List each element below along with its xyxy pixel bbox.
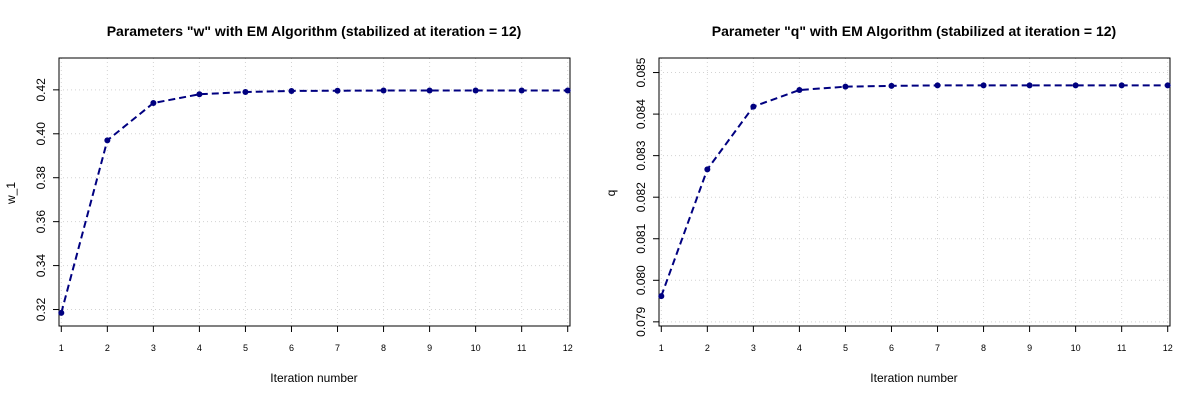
- x-tick-label: 7: [935, 343, 940, 353]
- chart-panel-q: Parameter "q" with EM Algorithm (stabili…: [604, 23, 1173, 385]
- grid: [659, 58, 1170, 326]
- data-point: [1072, 82, 1079, 89]
- data-point: [472, 87, 479, 94]
- y-tick-label: 0.34: [34, 254, 48, 278]
- data-point: [1026, 82, 1033, 89]
- x-tick-label: 12: [563, 343, 573, 353]
- x-tick-label: 9: [427, 343, 432, 353]
- series-line: [660, 84, 1168, 297]
- x-tick-label: 5: [243, 343, 248, 353]
- x-axis-label: Iteration number: [270, 371, 357, 385]
- x-tick-label: 7: [335, 343, 340, 353]
- x-tick-label: 1: [59, 343, 64, 353]
- x-tick-label: 2: [105, 343, 110, 353]
- y-tick-label: 0.083: [634, 140, 648, 170]
- data-point: [196, 91, 203, 98]
- data-point: [888, 82, 895, 89]
- x-tick-label: 4: [797, 343, 802, 353]
- data-point: [564, 87, 571, 94]
- x-tick-label: 3: [151, 343, 156, 353]
- x-tick-label: 4: [197, 343, 202, 353]
- x-tick-label: 10: [471, 343, 481, 353]
- x-tick-label: 8: [981, 343, 986, 353]
- data-point: [242, 89, 249, 96]
- data-point: [796, 86, 803, 93]
- x-tick-label: 3: [751, 343, 756, 353]
- y-tick-label: 0.38: [34, 166, 48, 190]
- data-point: [658, 293, 665, 300]
- y-axis: 0.079 0.080 0.081 0.082 0.083 0.084 0.085: [634, 57, 659, 337]
- data-point: [518, 87, 525, 94]
- x-tick-label: 12: [1163, 343, 1173, 353]
- y-tick-label: 0.36: [34, 210, 48, 234]
- data-point: [104, 137, 111, 144]
- y-axis-label: w_1: [4, 182, 18, 205]
- data-point: [58, 309, 65, 316]
- x-tick-label: 6: [889, 343, 894, 353]
- x-axis-label: Iteration number: [870, 371, 957, 385]
- y-tick-label: 0.42: [34, 78, 48, 102]
- x-tick-label: 10: [1071, 343, 1081, 353]
- plot-frame: [658, 57, 1171, 327]
- data-point: [288, 87, 295, 94]
- y-axis-label: q: [604, 190, 618, 197]
- data-point: [704, 166, 711, 173]
- y-axis: 0.32 0.34 0.36 0.38 0.40 0.42: [34, 78, 59, 321]
- x-tick-label: 8: [381, 343, 386, 353]
- y-tick-label: 0.081: [634, 223, 648, 253]
- y-tick-label: 0.085: [634, 57, 648, 87]
- x-tick-label: 1: [659, 343, 664, 353]
- chart-title: Parameters "w" with EM Algorithm (stabil…: [107, 23, 522, 39]
- data-point: [934, 82, 941, 89]
- data-point: [334, 87, 341, 94]
- x-tick-label: 5: [843, 343, 848, 353]
- grid: [59, 58, 570, 326]
- data-point: [150, 100, 157, 107]
- plot-frame: [58, 57, 571, 327]
- chart-title: Parameter "q" with EM Algorithm (stabili…: [712, 23, 1116, 39]
- data-point: [980, 82, 987, 89]
- y-tick-label: 0.082: [634, 182, 648, 212]
- y-tick-label: 0.40: [34, 122, 48, 146]
- data-point: [1164, 82, 1171, 89]
- y-tick-label: 0.32: [34, 298, 48, 322]
- series-line: [60, 89, 568, 314]
- data-point: [380, 87, 387, 94]
- x-tick-label: 9: [1027, 343, 1032, 353]
- chart-panel-w: Parameters "w" with EM Algorithm (stabil…: [4, 23, 573, 385]
- data-point: [1118, 82, 1125, 89]
- data-point: [426, 87, 433, 94]
- x-axis: 1 2 3 4 5 6 7 8 9 10 11 12: [59, 326, 573, 353]
- x-axis: 1 2 3 4 5 6 7 8 9 10 11 12: [659, 326, 1173, 353]
- data-point: [750, 103, 757, 110]
- y-tick-label: 0.080: [634, 265, 648, 295]
- x-tick-label: 2: [705, 343, 710, 353]
- x-tick-label: 11: [517, 343, 526, 353]
- x-tick-label: 11: [1117, 343, 1126, 353]
- y-tick-label: 0.079: [634, 307, 648, 337]
- x-tick-label: 6: [289, 343, 294, 353]
- data-point: [842, 83, 849, 90]
- y-tick-label: 0.084: [634, 99, 648, 129]
